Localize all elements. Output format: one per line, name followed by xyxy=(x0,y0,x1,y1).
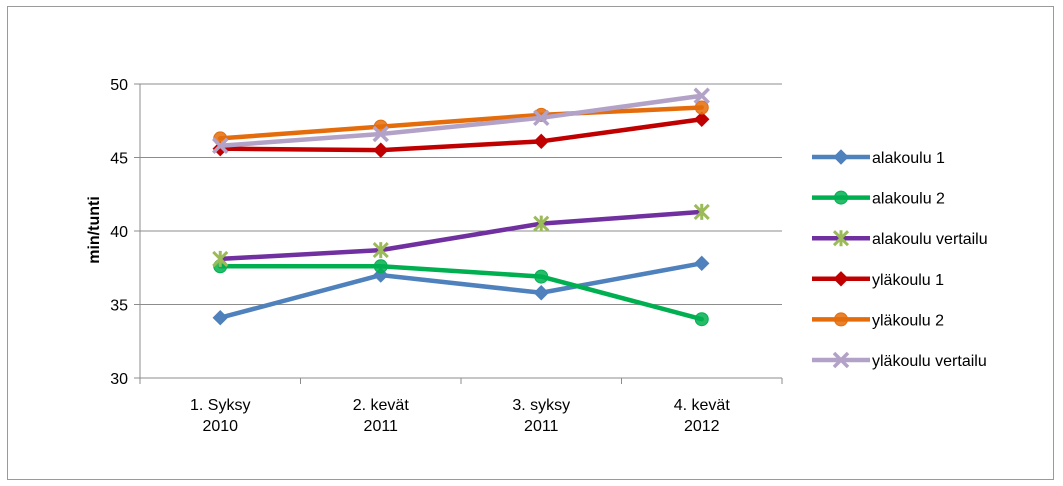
data-point xyxy=(533,215,550,232)
data-point xyxy=(533,109,550,127)
tick-labels: 30 35 40 45 50 1. Syksy 2010 2. kevät 2011 3. syk… xyxy=(110,77,730,435)
series-1 xyxy=(212,255,710,326)
gridlines xyxy=(140,83,782,305)
series-line xyxy=(218,93,704,148)
x-tick-label: 1. Syksy 2010 xyxy=(190,397,250,435)
data-point xyxy=(373,259,388,274)
series-layer xyxy=(212,87,710,327)
data-point xyxy=(534,269,549,284)
x-tick-label: 2. kevät 2011 xyxy=(353,397,410,435)
y-tick-label: 50 xyxy=(110,77,128,94)
legend-label: alakoulu 1 xyxy=(872,150,945,167)
y-tick-label: 30 xyxy=(110,371,128,388)
series-line xyxy=(218,209,704,262)
data-point xyxy=(372,242,389,259)
legend-marker xyxy=(832,351,850,369)
legend-label: alakoulu vertailu xyxy=(872,231,988,248)
series-line xyxy=(218,117,704,153)
legend-label: yläkoulu vertailu xyxy=(872,353,987,370)
data-point xyxy=(694,312,709,327)
legend-label: yläkoulu 1 xyxy=(872,272,944,289)
legend-marker xyxy=(832,230,850,247)
legend: alakoulu 1 alakoulu 2 alakoulu vertailu ylä… xyxy=(812,149,988,370)
data-point xyxy=(693,203,710,220)
series-line xyxy=(218,261,704,320)
y-axis-title: min/tunti xyxy=(86,196,103,264)
series-3 xyxy=(212,203,710,267)
series-4 xyxy=(212,111,710,158)
legend-item: alakoulu vertailu xyxy=(812,230,988,248)
legend-item: yläkoulu 2 xyxy=(812,312,944,329)
series-2 xyxy=(213,259,709,327)
legend-marker xyxy=(834,190,848,205)
data-point xyxy=(373,142,389,158)
legend-item: yläkoulu vertailu xyxy=(812,351,987,370)
legend-item: yläkoulu 1 xyxy=(812,271,944,289)
legend-item: alakoulu 1 xyxy=(812,149,945,167)
x-tick-label: 4. kevät 2012 xyxy=(674,397,731,435)
legend-marker xyxy=(833,149,849,165)
legend-item: alakoulu 2 xyxy=(812,190,945,208)
data-point xyxy=(533,285,549,301)
data-point xyxy=(372,125,389,143)
x-tick-label: 3. syksy 2011 xyxy=(512,397,570,435)
legend-label: alakoulu 2 xyxy=(872,191,945,208)
data-point xyxy=(694,255,710,272)
data-point xyxy=(212,137,229,154)
legend-marker xyxy=(834,312,848,327)
legend-label: yläkoulu 2 xyxy=(872,312,944,329)
y-tick-label: 35 xyxy=(110,298,128,315)
data-point xyxy=(212,250,229,267)
data-point xyxy=(533,133,549,150)
series-line xyxy=(218,105,704,141)
data-point xyxy=(693,87,710,104)
chart-frame xyxy=(7,6,1054,480)
legend-marker xyxy=(833,271,849,287)
axes xyxy=(134,83,783,384)
data-point xyxy=(212,310,228,326)
y-tick-label: 40 xyxy=(110,224,128,241)
series-5 xyxy=(213,100,709,146)
data-point xyxy=(694,100,709,115)
series-6 xyxy=(212,87,710,154)
series-line xyxy=(218,264,704,322)
data-point xyxy=(694,111,710,127)
y-tick-label: 45 xyxy=(110,151,128,168)
